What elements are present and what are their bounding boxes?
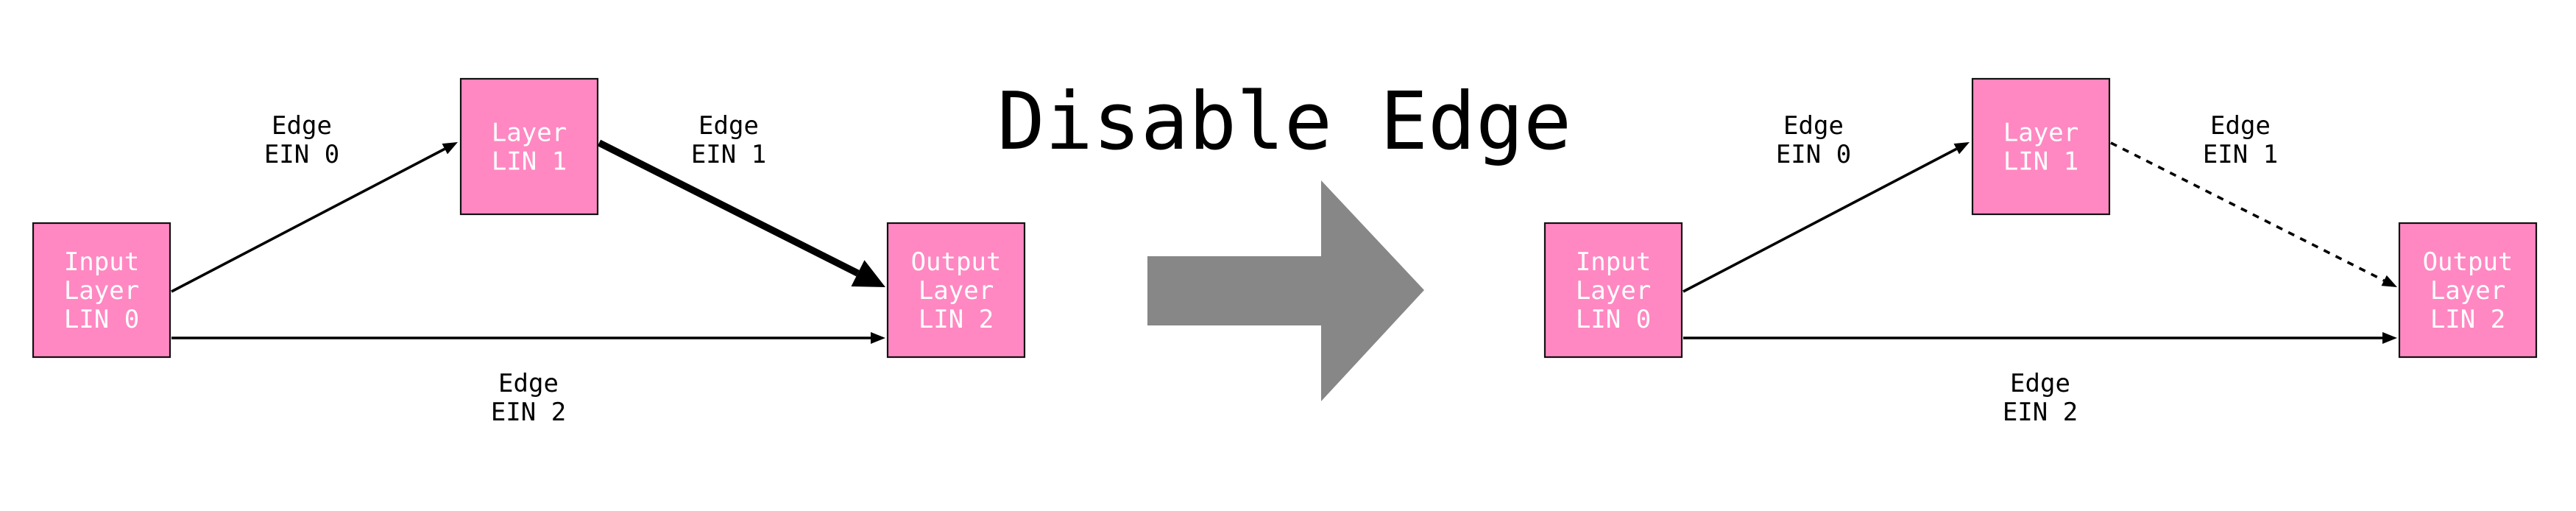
- arrowhead-icon: [1953, 142, 1970, 155]
- edge-line-ein1: [597, 139, 860, 277]
- edge-label-line: EIN 0: [1776, 140, 1851, 169]
- node-label-line: Input: [64, 247, 139, 277]
- edge-label-line: EIN 0: [264, 140, 339, 169]
- node-label-line: Output: [2423, 247, 2513, 277]
- edge-label-line: Edge: [2210, 111, 2271, 141]
- node-label-layer: Layer LIN 1: [492, 119, 567, 177]
- node-label-line: Layer: [492, 119, 567, 148]
- arrowhead-icon: [851, 260, 885, 287]
- node-output: Output Layer LIN 2: [2398, 222, 2538, 359]
- edge-label-line: EIN 1: [2203, 140, 2278, 169]
- node-layer: Layer LIN 1: [459, 77, 599, 216]
- node-label-line: LIN 1: [492, 147, 567, 177]
- edge-ein1: Edge EIN 1: [597, 111, 885, 287]
- edge-label-ein1: Edge EIN 1: [691, 111, 766, 169]
- edge-label-line: Edge: [498, 369, 559, 398]
- edge-line-ein0: [1682, 147, 1958, 293]
- node-label-output: Output Layer LIN 2: [2423, 247, 2513, 334]
- edge-label-line: Edge: [698, 111, 759, 141]
- node-output: Output Layer LIN 2: [886, 222, 1026, 359]
- node-label-input: Input Layer LIN 0: [1576, 247, 1651, 334]
- node-label-output: Output Layer LIN 2: [911, 247, 1002, 334]
- node-box-output: [2398, 222, 2538, 359]
- edge-ein1: Edge EIN 1: [2110, 111, 2397, 287]
- arrowhead-icon: [2382, 332, 2397, 344]
- edge-ein2: Edge EIN 2: [1683, 332, 2397, 427]
- node-label-line: LIN 0: [1576, 305, 1651, 334]
- node-label-line: Layer: [2430, 276, 2505, 306]
- node-label-line: Layer: [919, 276, 994, 306]
- node-label-line: LIN 1: [2003, 147, 2078, 177]
- node-label-layer: Layer LIN 1: [2003, 119, 2078, 177]
- edge-label-line: Edge: [272, 111, 332, 141]
- node-box-input: [32, 222, 171, 359]
- edge-label-line: EIN 2: [491, 398, 566, 427]
- node-label-line: Output: [911, 247, 1002, 277]
- node-label-line: LIN 0: [64, 305, 139, 334]
- edge-ein0: Edge EIN 0: [1682, 111, 1970, 293]
- node-box-layer: [1971, 77, 2111, 216]
- node-label-line: Input: [1576, 247, 1651, 277]
- edge-line-ein0: [171, 147, 446, 293]
- node-input: Input Layer LIN 0: [1543, 222, 1683, 359]
- edge-ein2: Edge EIN 2: [171, 332, 885, 427]
- node-box-output: [886, 222, 1026, 359]
- node-input: Input Layer LIN 0: [32, 222, 171, 359]
- diagram-title: Disable Edge: [997, 76, 1571, 168]
- edge-label-line: Edge: [1783, 111, 1844, 141]
- edge-label-line: Edge: [2010, 369, 2070, 398]
- node-label-line: LIN 2: [2430, 305, 2505, 334]
- node-label-line: Layer: [2003, 119, 2078, 148]
- node-layer: Layer LIN 1: [1971, 77, 2111, 216]
- edge-line-ein1: [2110, 141, 2385, 282]
- node-label-line: Layer: [1576, 276, 1651, 306]
- arrowhead-icon: [871, 332, 885, 344]
- node-box-layer: [459, 77, 599, 216]
- right-arrow-icon: [1147, 180, 1424, 401]
- edge-label-ein0: Edge EIN 0: [264, 111, 339, 169]
- node-label-line: LIN 2: [919, 305, 994, 334]
- arrowhead-icon: [442, 142, 458, 155]
- arrowhead-icon: [2381, 275, 2397, 287]
- node-box-input: [1543, 222, 1683, 359]
- node-label-line: Layer: [64, 276, 139, 306]
- edge-ein0: Edge EIN 0: [171, 111, 458, 293]
- edge-label-ein2: Edge EIN 2: [491, 369, 566, 427]
- edge-label-ein2: Edge EIN 2: [2003, 369, 2078, 427]
- edge-label-ein1: Edge EIN 1: [2203, 111, 2278, 169]
- edge-label-ein0: Edge EIN 0: [1776, 111, 1851, 169]
- node-label-input: Input Layer LIN 0: [64, 247, 139, 334]
- edge-label-line: EIN 1: [691, 140, 766, 169]
- edge-label-line: EIN 2: [2003, 398, 2078, 427]
